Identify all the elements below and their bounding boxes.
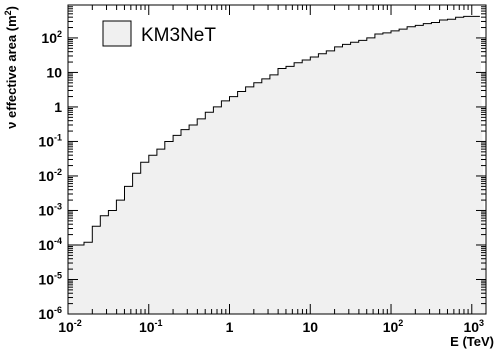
- legend-label: KM3NeT: [141, 25, 216, 46]
- x-tick-label: 10-1: [139, 318, 163, 335]
- y-axis-ticks: [68, 4, 486, 315]
- y-tick-label: 10-4: [38, 236, 62, 253]
- y-tick-label: 10: [46, 64, 62, 80]
- histogram-step-line: [68, 15, 480, 246]
- y-axis-tick-labels: 10-6 10-5 10-4 10-3 10-2 10-1 1 10 102: [38, 29, 62, 322]
- y-tick-label: 10-1: [38, 132, 62, 149]
- x-tick-label: 10-2: [58, 318, 82, 335]
- y-tick-label: 1: [54, 99, 62, 115]
- y-tick-label: 10-6: [38, 305, 62, 322]
- y-axis-label: ν effective area (m2): [3, 6, 19, 129]
- x-tick-label: 10: [302, 319, 318, 335]
- y-axis-label-exponent: 2: [3, 10, 13, 15]
- x-tick-label: 1: [226, 319, 234, 335]
- x-axis-label: E (TeV): [450, 334, 494, 349]
- y-tick-label: 102: [41, 29, 62, 46]
- y-tick-label: 10-2: [38, 167, 62, 184]
- x-axis-tick-labels: 10-2 10-1 1 10 102 103: [58, 318, 484, 335]
- x-tick-label: 103: [463, 318, 484, 335]
- legend-swatch: [102, 20, 132, 47]
- y-tick-label: 10-3: [38, 201, 62, 218]
- plot-area: [68, 15, 486, 315]
- y-tick-label: 10-5: [38, 270, 62, 287]
- x-tick-label: 102: [383, 318, 404, 335]
- histogram-fill: [68, 16, 486, 315]
- x-axis-ticks: [67, 5, 473, 314]
- y-axis-label-suffix: ): [4, 6, 19, 10]
- y-axis-label-prefix: ν effective area (m: [4, 15, 19, 128]
- legend: KM3NeT: [102, 20, 216, 47]
